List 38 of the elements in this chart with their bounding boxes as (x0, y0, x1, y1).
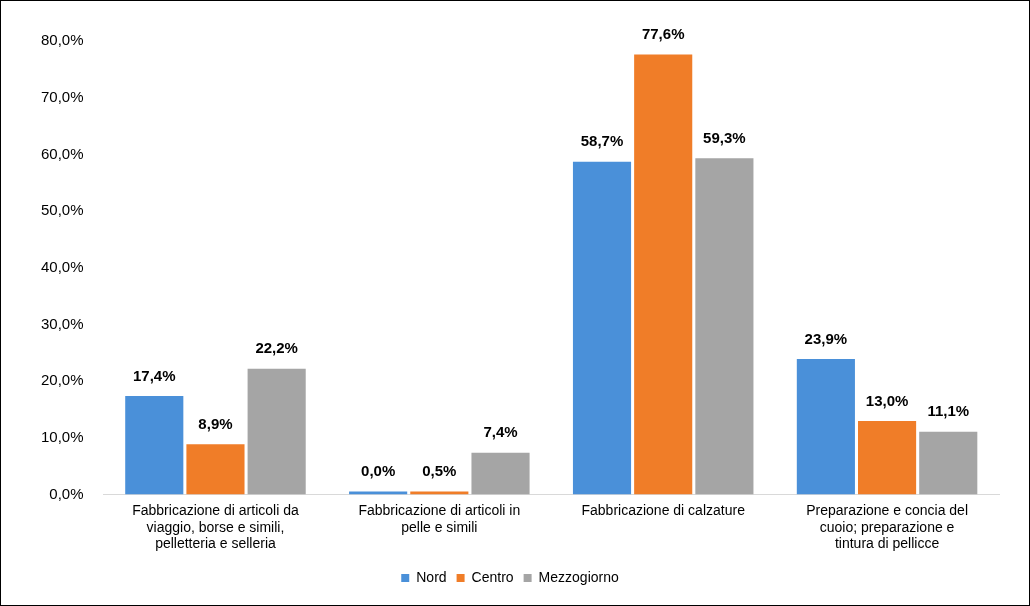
bar (125, 395, 184, 495)
data-label: 58,7% (580, 132, 624, 150)
legend-label: Nord (416, 568, 447, 585)
legend-label: Mezzogiorno (538, 568, 619, 585)
x-tick-label: Preparazione e concia del cuoio; preparazione e tintura di pellicce (806, 501, 969, 552)
data-label: 0,0% (361, 462, 396, 480)
data-label: 11,1% (927, 402, 970, 420)
bar (471, 452, 530, 495)
data-label: 22,2% (255, 339, 298, 357)
x-tick-label: Fabbricazione di calzature (581, 501, 746, 518)
y-tick-label: 40,0% (40, 257, 84, 275)
data-label: 0,5% (422, 462, 457, 480)
data-label: 8,9% (198, 414, 233, 432)
y-tick-label: 30,0% (40, 314, 84, 332)
data-label: 77,6% (641, 25, 685, 43)
data-label: 23,9% (804, 329, 848, 347)
bar (572, 161, 632, 495)
bar (858, 420, 917, 495)
bar (634, 54, 693, 495)
bar (695, 158, 754, 495)
y-tick-label: 10,0% (40, 428, 84, 446)
x-tick-label: Fabbricazione di articoli in pelle e simili (358, 501, 521, 535)
data-label: 13,0% (865, 391, 909, 409)
y-tick-label: 80,0% (40, 31, 84, 49)
y-tick-label: 0,0% (49, 484, 84, 502)
data-label: 59,3% (703, 129, 746, 147)
bar (919, 431, 978, 495)
bar (796, 359, 855, 495)
y-tick-label: 70,0% (40, 87, 84, 105)
data-label: 17,4% (133, 366, 176, 384)
data-label: 7,4% (483, 423, 518, 441)
y-tick-label: 60,0% (40, 144, 84, 162)
bar (247, 368, 306, 495)
bar (186, 444, 245, 495)
legend-label: Centro (471, 568, 514, 585)
y-tick-label: 50,0% (40, 201, 84, 219)
x-tick-label: Fabbricazione di articoli da viaggio, borse e simili, pelletteria e selleria (132, 501, 299, 552)
y-tick-label: 20,0% (40, 371, 84, 389)
